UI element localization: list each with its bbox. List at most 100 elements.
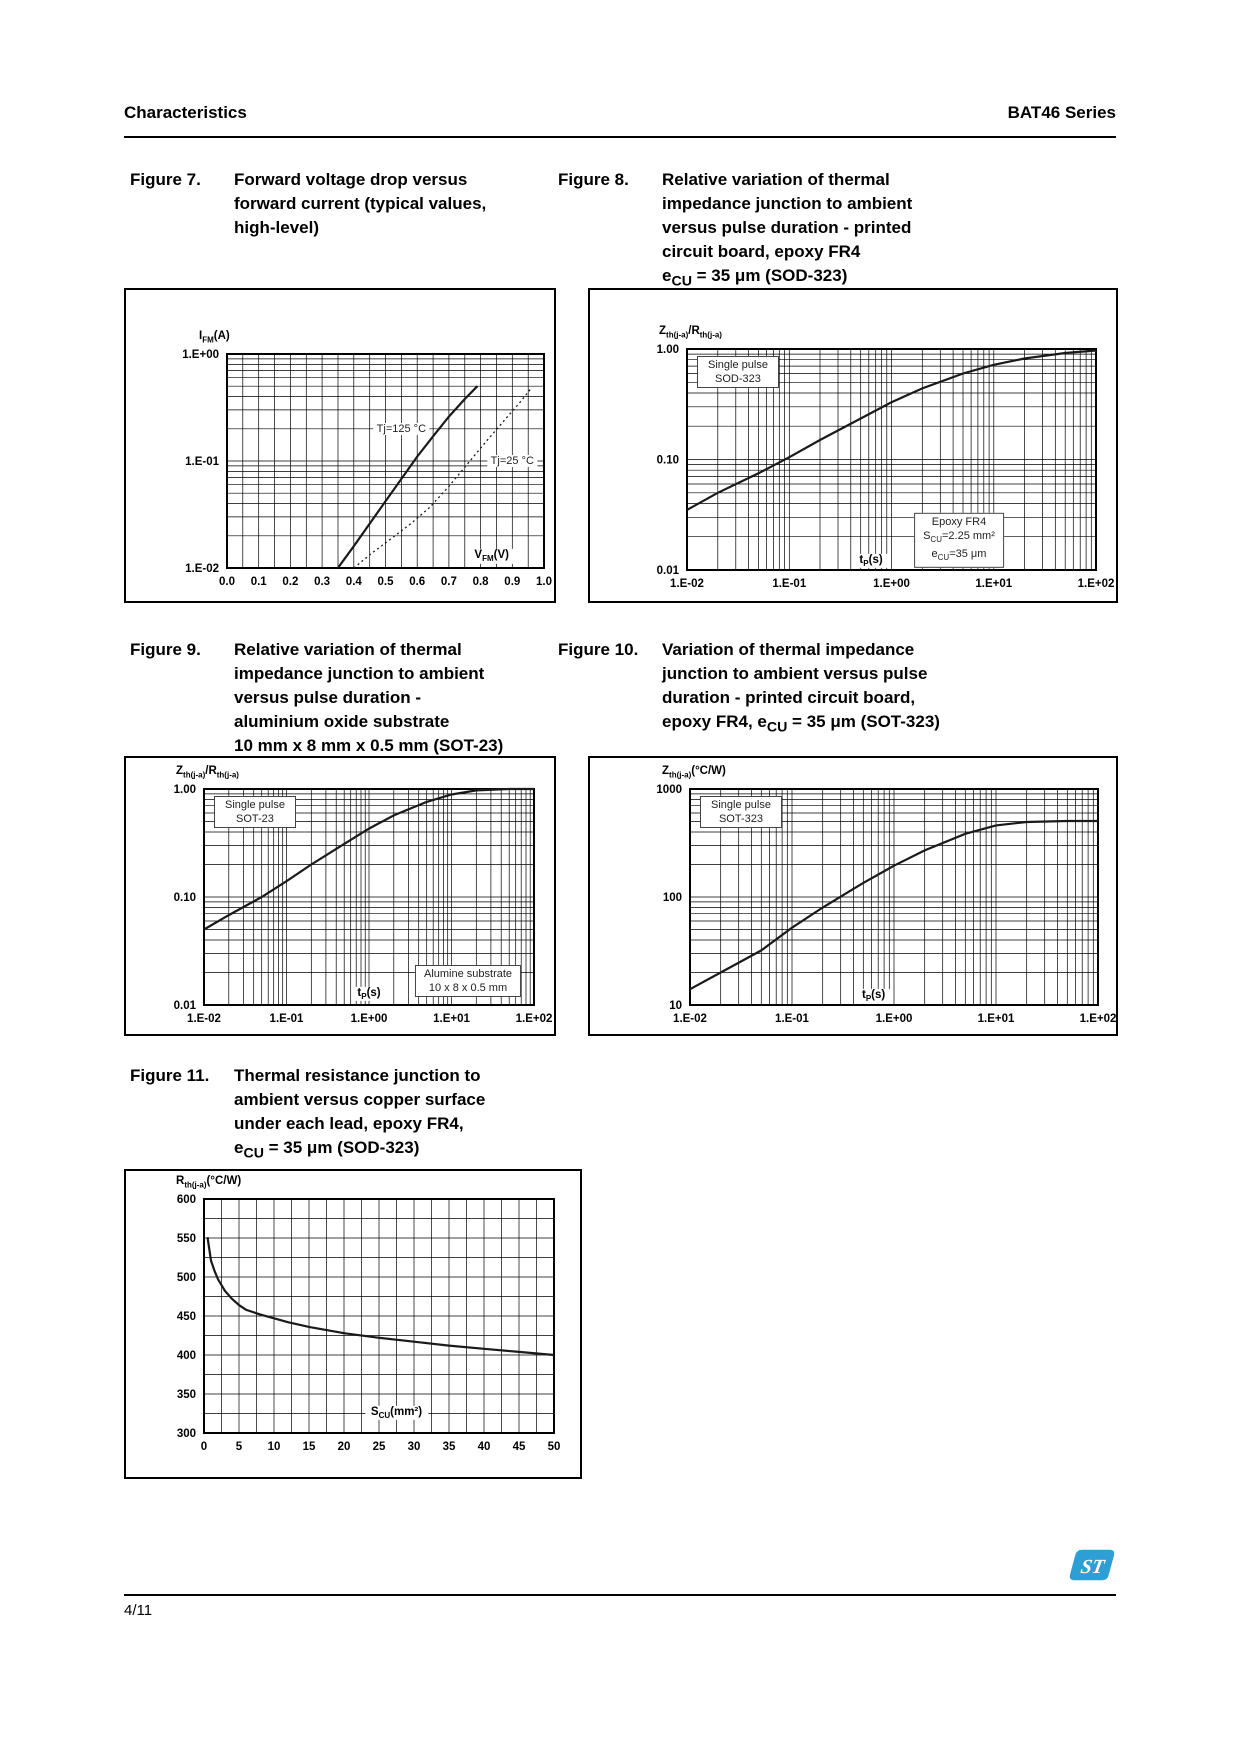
svg-text:1.E-01: 1.E-01 [270,1013,304,1025]
svg-text:1.E-01: 1.E-01 [772,578,806,590]
header-rule [124,136,1116,138]
svg-text:1.00: 1.00 [174,784,196,796]
figure-9-caption: Figure 9. Relative variation of thermal i… [130,638,560,758]
svg-text:1.E-02: 1.E-02 [185,563,219,575]
footer-rule [124,1594,1116,1596]
svg-text:450: 450 [177,1311,196,1323]
svg-text:500: 500 [177,1272,196,1284]
svg-text:25: 25 [373,1441,386,1453]
figure-11-label: Figure 11. [130,1066,210,1085]
figure-7-title: Forward voltage drop versus forward curre… [234,170,487,237]
figure-9-title: Relative variation of thermal impedance j… [234,640,504,755]
note-box: Epoxy FR4 SCU=2.25 mm² eCU=35 μm [914,512,1004,568]
page-number: 4/11 [124,1602,153,1619]
svg-text:1.E+00: 1.E+00 [351,1013,388,1025]
svg-text:15: 15 [303,1441,316,1453]
header-product-name: BAT46 Series [1007,103,1116,122]
y-axis-label: IFM(A) [199,330,230,345]
svg-text:50: 50 [548,1441,561,1453]
x-axis-label: VFM(V) [468,549,515,564]
x-axis-label: SCU(mm²) [364,1405,429,1421]
svg-text:1.E-01: 1.E-01 [775,1013,809,1025]
chart-canvas: 1.E-02 1.E-01 1.E+00 1.E+01 1.E+02 1000 100 10 [656,784,1116,1025]
svg-text:550: 550 [177,1233,196,1245]
svg-text:30: 30 [408,1441,421,1453]
svg-text:1.E-02: 1.E-02 [670,578,704,590]
svg-text:10: 10 [268,1441,281,1453]
svg-text:1.E+01: 1.E+01 [975,578,1012,590]
svg-text:1.E+00: 1.E+00 [873,578,910,590]
figure-9-label: Figure 9. [130,640,201,659]
svg-text:0.5: 0.5 [378,576,395,588]
svg-text:1.E+02: 1.E+02 [1078,578,1115,590]
svg-text:20: 20 [338,1441,351,1453]
figure-8-chart: 1.E-02 1.E-01 1.E+00 1.E+01 1.E+02 1.00 0.10 0.… [588,288,1118,603]
y-axis-label: Zth(j-a)/Rth(j-a) [659,325,722,340]
figure-7-label: Figure 7. [130,170,201,189]
curve-label-1: Tj=25 °C [487,455,537,467]
svg-text:0.01: 0.01 [657,565,680,577]
svg-text:0.6: 0.6 [409,576,425,588]
svg-text:1.E-01: 1.E-01 [185,456,219,468]
svg-text:0.7: 0.7 [441,576,457,588]
legend-box: Single pulse SOD-323 [697,356,779,388]
x-axis-label: tP(s) [855,989,892,1004]
figure-10-label: Figure 10. [558,640,639,659]
svg-text:1.E-02: 1.E-02 [673,1013,707,1025]
figure-10-caption: Figure 10. Variation of thermal impedanc… [558,638,1118,739]
svg-text:40: 40 [478,1441,491,1453]
svg-text:35: 35 [443,1441,456,1453]
svg-text:0.01: 0.01 [174,1000,197,1012]
figure-8-title: Relative variation of thermal impedance j… [662,170,913,290]
svg-text:1.0: 1.0 [536,576,552,588]
svg-text:45: 45 [513,1441,526,1453]
figure-11-title: Thermal resistance junction to ambient ve… [234,1066,486,1162]
st-logo-icon: ST [1069,1549,1115,1581]
st-logo-text: ST [1079,1556,1107,1578]
figure-11-caption: Figure 11. Thermal resistance junction t… [130,1064,610,1165]
svg-text:1.E+01: 1.E+01 [433,1013,470,1025]
figure-9-chart: 1.E-02 1.E-01 1.E+00 1.E+01 1.E+02 1.00 0.10 0.… [124,756,556,1036]
header-section-title: Characteristics [124,103,247,122]
svg-text:1.E+00: 1.E+00 [182,349,219,361]
svg-text:1.E+02: 1.E+02 [516,1013,553,1025]
svg-text:1.E-02: 1.E-02 [187,1013,221,1025]
svg-text:300: 300 [177,1428,196,1440]
st-logo: ST [1068,1545,1116,1585]
figure-8-label: Figure 8. [558,170,629,189]
svg-text:1.E+00: 1.E+00 [876,1013,913,1025]
figure-10-title: Variation of thermal impedance junction t… [662,640,940,736]
svg-text:0.1: 0.1 [251,576,268,588]
figure-8-caption: Figure 8. Relative variation of thermal i… [558,168,1118,293]
svg-text:5: 5 [236,1441,243,1453]
figure-11-chart: 0 5 10 15 20 25 30 35 40 45 50 600 550 500 450 400 350 30… [124,1169,582,1479]
x-axis-label: tP(s) [351,987,387,1002]
svg-text:1000: 1000 [656,784,682,796]
y-axis-label: Zth(j-a)/Rth(j-a) [176,765,239,780]
svg-text:0.0: 0.0 [219,576,235,588]
svg-text:100: 100 [663,892,682,904]
svg-text:0.3: 0.3 [314,576,330,588]
figure-10-chart: 1.E-02 1.E-01 1.E+00 1.E+01 1.E+02 1000 100 10 Z… [588,756,1118,1036]
y-axis-label: Rth(j-a)(°C/W) [176,1175,242,1190]
svg-text:0.4: 0.4 [346,576,363,588]
svg-text:0: 0 [201,1441,207,1453]
svg-text:10: 10 [669,1000,682,1012]
legend-box: Single pulse SOT-323 [700,796,782,828]
chart-canvas: 0.0 0.1 0.2 0.3 0.4 0.5 0.6 0.7 0.8 0.9 1.0 1.E+00 1… [182,349,552,588]
svg-text:350: 350 [177,1389,196,1401]
svg-text:1.E+02: 1.E+02 [1080,1013,1116,1025]
chart-canvas: 0 5 10 15 20 25 30 35 40 45 50 600 550 500 450 400 350 30… [177,1194,561,1453]
y-axis-label: Zth(j-a)(°C/W) [662,765,726,780]
figure-7-chart: 0.0 0.1 0.2 0.3 0.4 0.5 0.6 0.7 0.8 0.9 1.0 1.E+00 1… [124,288,556,603]
svg-text:0.8: 0.8 [473,576,490,588]
figure-7-caption: Figure 7. Forward voltage drop versus for… [130,168,560,240]
svg-text:0.10: 0.10 [657,455,679,467]
svg-text:400: 400 [177,1350,196,1362]
svg-text:1.E+01: 1.E+01 [978,1013,1015,1025]
svg-text:600: 600 [177,1194,196,1206]
svg-text:0.10: 0.10 [174,892,196,904]
x-axis-label: tP(s) [853,554,889,569]
svg-text:1.00: 1.00 [657,344,679,356]
